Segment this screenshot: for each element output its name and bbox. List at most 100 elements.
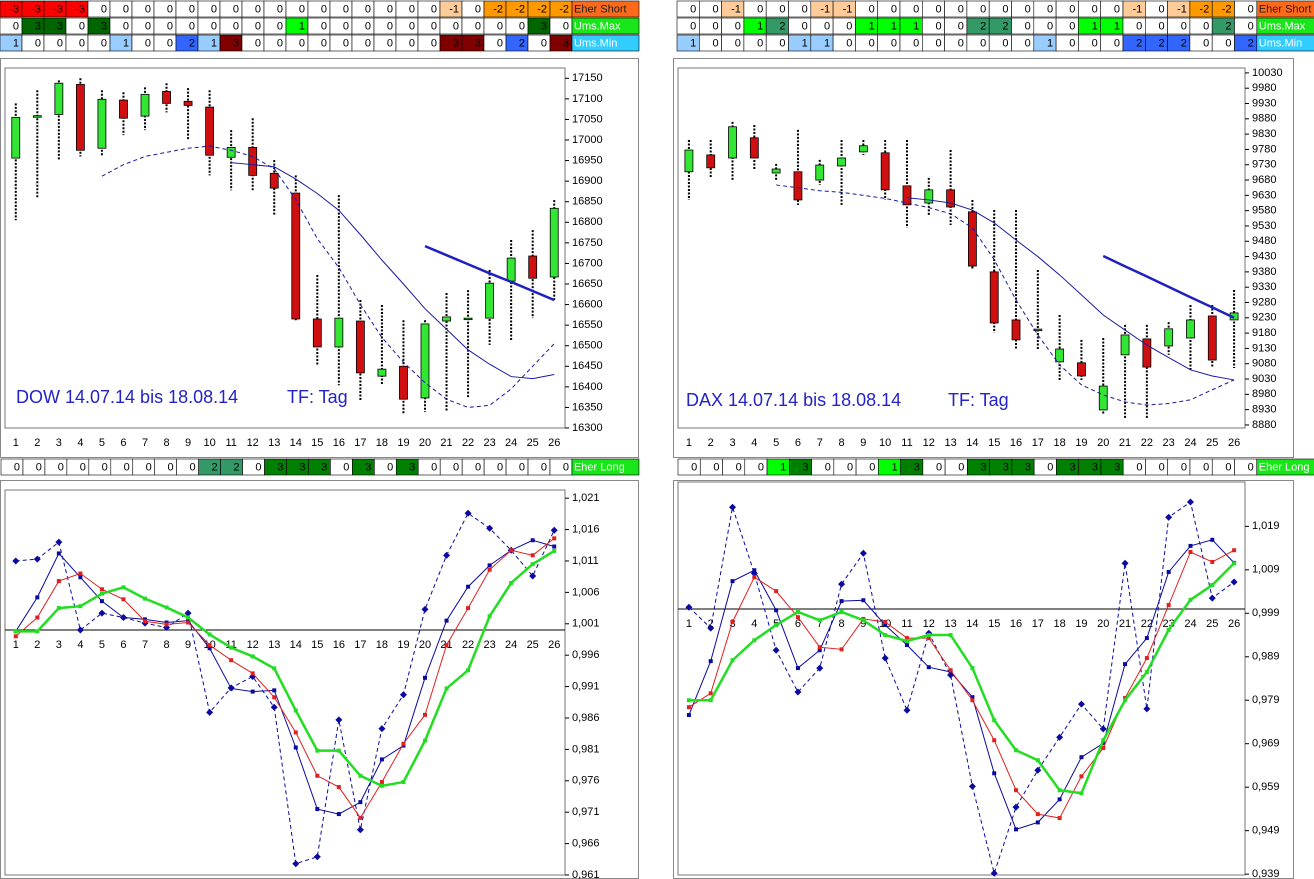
x-tick-label: 2 [708, 618, 714, 630]
marker [55, 538, 63, 546]
candle-body [728, 126, 737, 159]
marker [487, 567, 492, 572]
candle-body [485, 282, 495, 319]
marker [1210, 559, 1215, 564]
signal-value: 2 [1158, 37, 1164, 49]
y-tick-label: 9930 [1252, 97, 1276, 109]
marker [730, 658, 735, 663]
x-tick-label: 10 [879, 437, 891, 449]
y-tick-label: 9130 [1252, 342, 1276, 354]
signal-value: 3 [1092, 461, 1098, 473]
marker [293, 730, 298, 735]
marker [1035, 758, 1040, 763]
y-tick-label: 9080 [1252, 358, 1276, 370]
signal-value: 0 [387, 37, 393, 49]
signal-value: 0 [891, 3, 897, 15]
signal-value: 1 [211, 37, 217, 49]
y-tick-label: 16500 [572, 340, 603, 352]
signal-value: 0 [958, 37, 964, 49]
signal-value: 1 [824, 37, 830, 49]
signal-value: 3 [914, 461, 920, 473]
marker [1077, 700, 1085, 708]
marker [1123, 698, 1128, 703]
signal-value: 0 [757, 37, 763, 49]
signal-value: 0 [824, 20, 830, 32]
signal-value: 0 [146, 461, 152, 473]
row-label-cell [571, 17, 640, 35]
candle-body [880, 152, 890, 191]
marker [686, 713, 691, 718]
marker [838, 580, 846, 588]
x-tick-label: 11 [901, 437, 912, 449]
x-tick-label: 23 [1163, 437, 1175, 449]
marker [272, 666, 277, 671]
marker [356, 826, 364, 834]
signal-value: 3 [277, 461, 283, 473]
marker [795, 609, 800, 614]
signal-value: 0 [758, 461, 764, 473]
signal-value: 0 [277, 37, 283, 49]
signal-value: -3 [9, 3, 19, 15]
marker [186, 615, 191, 620]
x-tick-label: 2 [708, 437, 714, 449]
x-tick-label: 21 [1119, 437, 1131, 449]
x-tick-label: 12 [923, 437, 935, 449]
signal-value: 0 [1203, 37, 1209, 49]
marker [509, 548, 514, 553]
marker [272, 688, 277, 693]
signal-value: 0 [935, 37, 941, 49]
candle-body [355, 320, 365, 374]
signal-value: 0 [190, 461, 196, 473]
candle-body [183, 100, 193, 106]
signal-value: -2 [515, 3, 525, 15]
candle-body [97, 98, 107, 149]
marker [970, 698, 975, 703]
marker [78, 604, 83, 609]
signal-value: 2 [1002, 20, 1008, 32]
x-tick-label: 26 [1228, 618, 1240, 630]
signal-value: 0 [35, 37, 41, 49]
x-tick-label: 22 [462, 639, 474, 651]
marker [184, 609, 192, 617]
y-tick-label: 0,986 [572, 712, 600, 724]
signal-value: 0 [123, 20, 129, 32]
signal-value: 0 [1047, 461, 1053, 473]
candle-body [420, 323, 430, 399]
x-tick-label: 7 [142, 437, 148, 449]
x-tick-label: 11 [901, 618, 912, 630]
signal-value: 0 [145, 20, 151, 32]
marker [358, 773, 363, 778]
marker [229, 686, 234, 691]
x-tick-label: 9 [860, 618, 866, 630]
y-tick-label: 17000 [572, 134, 603, 146]
y-tick-label: 9280 [1252, 296, 1276, 308]
marker [444, 686, 449, 691]
x-tick-label: 18 [1054, 437, 1066, 449]
marker [552, 544, 557, 549]
y-tick-label: 16700 [572, 257, 603, 269]
marker [1056, 733, 1064, 741]
candle-body [75, 84, 85, 151]
candle-body [54, 82, 64, 115]
plot-area [677, 481, 1246, 876]
marker [421, 605, 429, 613]
signal-value: 0 [1092, 3, 1098, 15]
marker [292, 860, 300, 868]
candle-body [837, 157, 846, 167]
signal-value: 1 [1114, 20, 1120, 32]
x-tick-label: 14 [966, 618, 978, 630]
y-tick-label: 16800 [572, 216, 603, 228]
marker [883, 623, 888, 628]
marker [708, 691, 713, 696]
marker [903, 706, 911, 714]
signal-value: 0 [958, 20, 964, 32]
marker [926, 636, 931, 641]
x-tick-label: 4 [77, 639, 83, 651]
marker [423, 738, 427, 743]
marker [487, 563, 492, 568]
marker [121, 585, 126, 590]
marker [926, 665, 931, 670]
marker [1188, 597, 1193, 602]
x-tick-label: 13 [944, 618, 956, 630]
y-tick-label: 0,979 [1252, 694, 1280, 706]
